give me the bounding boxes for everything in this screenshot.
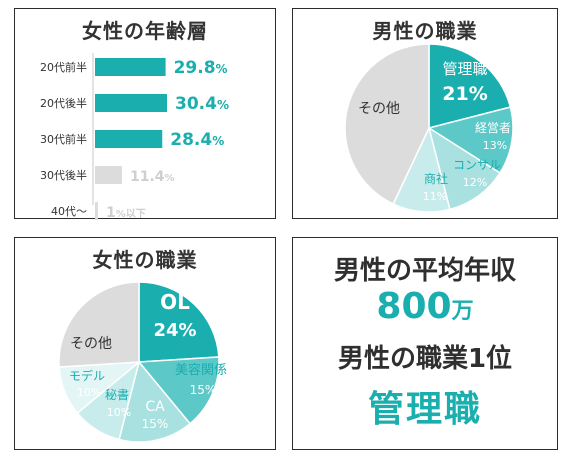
bar [95, 202, 98, 220]
bar-category-label: 30代前半 [40, 132, 87, 146]
pie-label-executive: 経営者 [475, 121, 511, 135]
bar [95, 166, 122, 184]
male-job-title: 男性の職業 [372, 19, 478, 43]
bar-category-label: 30代後半 [40, 168, 87, 182]
male-job-panel: 男性の職業 管理職 21% 経営者 13% コンサル 12% 商社 11% その他 [292, 8, 558, 219]
pie-label-manager: 管理職 [442, 60, 487, 78]
pie-slice-other [344, 43, 430, 206]
bar-category-label: 20代後半 [40, 96, 87, 110]
pie-value-trading: 11% [423, 190, 447, 203]
pie-label-other: その他 [358, 101, 400, 117]
male-job-pie: 管理職 21% 経営者 13% コンサル 12% 商社 11% その他 [344, 43, 514, 213]
top-job-heading: 男性の職業1位 [337, 344, 513, 374]
pie-slice-manager [428, 43, 512, 129]
average-income-heading: 男性の平均年収 [333, 256, 516, 286]
female-job-pie: OL 24% 美容関係 15% CA 15% 秘書 10% モデル 10% その他 [58, 281, 227, 443]
pie-slice-ca [118, 360, 192, 443]
bar-value-label: 29.8% [174, 58, 228, 78]
pie-label-beauty: 美容関係 [175, 362, 227, 378]
pie-value-beauty: 15% [190, 383, 217, 397]
age-bar-chart: 20代前半 29.8% 20代後半 30.4% 30代前半 28.4% 30代後半 11.4%… [40, 53, 229, 221]
pie-label-consultant: コンサル [453, 158, 501, 172]
bar-value-label: 28.4% [170, 130, 224, 150]
pie-value-ca: 15% [142, 417, 169, 431]
average-income-value: 800万 [293, 286, 557, 327]
bar [95, 94, 167, 112]
bar-value-label: 11.4% [130, 169, 175, 185]
female-job-panel: 女性の職業 OL 24% 美容関係 15% CA 15% 秘書 10% モデル 10% その他 [14, 237, 276, 450]
pie-label-secretary: 秘書 [105, 388, 129, 402]
pie-value-executive: 13% [483, 139, 507, 152]
bar [95, 130, 163, 148]
pie-value-manager: 21% [442, 83, 487, 105]
pie-value-ol: 24% [153, 320, 196, 341]
pie-slice-other [58, 281, 140, 368]
income-number: 800 [376, 286, 452, 327]
top-job-value: 管理職 [367, 389, 482, 430]
summary-panel: 男性の平均年収 800万 男性の職業1位 管理職 [292, 237, 558, 450]
female-job-title: 女性の職業 [92, 248, 198, 272]
pie-slice-beauty [137, 356, 220, 425]
age-chart-title: 女性の年齢層 [82, 19, 208, 43]
bar-value-label: 1%以下 [106, 205, 146, 221]
bar-category-label: 40代〜 [51, 205, 87, 218]
pie-slice-ol [138, 281, 220, 363]
bar-value-label: 30.4% [175, 94, 229, 114]
bar [95, 58, 166, 76]
pie-label-other: その他 [70, 336, 112, 352]
pie-value-model: 10% [77, 386, 101, 399]
pie-value-secretary: 10% [107, 406, 131, 419]
pie-value-consultant: 12% [463, 176, 487, 189]
pie-label-ol: OL [160, 290, 190, 314]
pie-label-trading: 商社 [424, 171, 448, 186]
pie-label-ca: CA [145, 399, 165, 415]
income-unit: 万 [451, 299, 474, 324]
pie-label-model: モデル [69, 368, 105, 383]
age-chart-panel: 女性の年齢層 20代前半 29.8% 20代後半 30.4% 30代前半 28.4% 30代… [14, 8, 276, 221]
bar-category-label: 20代前半 [40, 60, 87, 74]
pie-slice-executive [427, 106, 514, 175]
pie-slice-consultant [427, 126, 501, 211]
